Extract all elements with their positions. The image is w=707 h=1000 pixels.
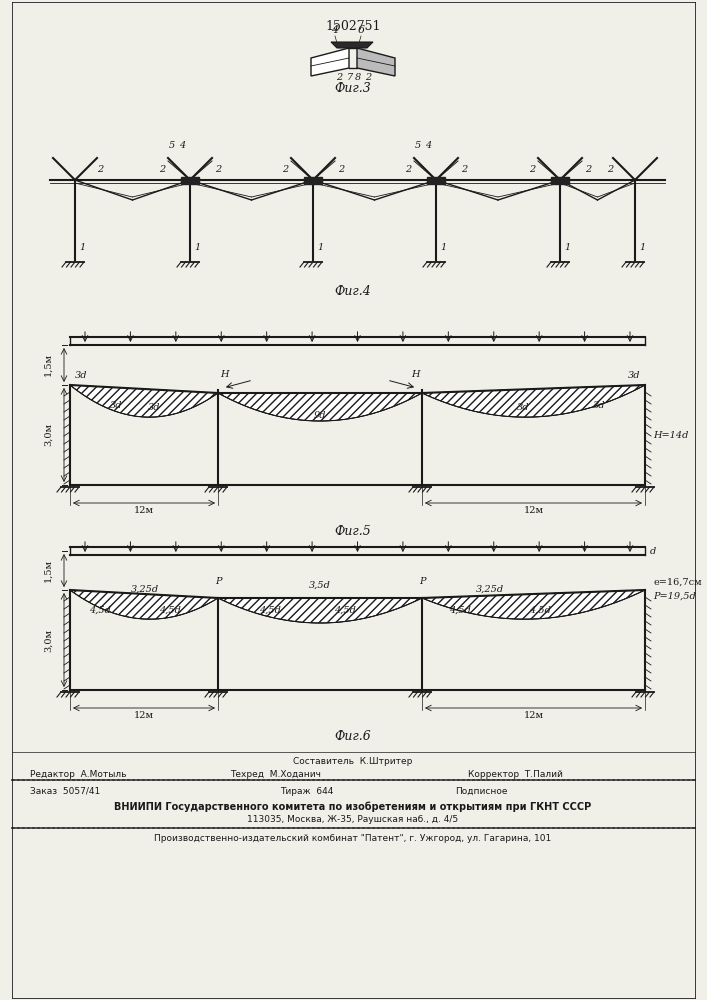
Text: Фиг.5: Фиг.5 [334, 525, 371, 538]
Text: 7: 7 [347, 73, 353, 82]
Text: H: H [220, 370, 228, 379]
Text: 1: 1 [639, 243, 645, 252]
Text: 3,5d: 3,5d [309, 581, 331, 590]
Polygon shape [218, 393, 422, 421]
Text: 1: 1 [194, 243, 200, 252]
Text: 5: 5 [169, 141, 175, 150]
Text: Фиг.6: Фиг.6 [334, 730, 371, 743]
Text: Составитель  К.Штритер: Составитель К.Штритер [293, 757, 413, 766]
Text: 12м: 12м [523, 711, 544, 720]
Text: 4: 4 [179, 141, 185, 150]
Text: 3d: 3d [75, 371, 88, 380]
Text: 2: 2 [159, 165, 165, 174]
Polygon shape [70, 590, 218, 619]
Text: 8: 8 [355, 73, 361, 82]
Text: Заказ  5057/41: Заказ 5057/41 [30, 787, 100, 796]
Bar [304, 177, 322, 184]
Text: 4,5d: 4,5d [159, 606, 181, 615]
Text: Производственно-издательский комбинат "Патент", г. Ужгород, ул. Гагарина, 101: Производственно-издательский комбинат "П… [154, 834, 551, 843]
Text: 5: 5 [415, 141, 421, 150]
Polygon shape [218, 598, 422, 623]
Text: 2: 2 [336, 73, 342, 82]
Text: 113035, Москва, Ж-35, Раушская наб., д. 4/5: 113035, Москва, Ж-35, Раушская наб., д. … [247, 815, 459, 824]
Bar [181, 177, 199, 184]
Text: 1,5м: 1,5м [44, 559, 52, 582]
Polygon shape [422, 385, 645, 417]
Polygon shape [422, 590, 645, 619]
Text: 2: 2 [607, 165, 613, 174]
Text: 3,0м: 3,0м [44, 424, 52, 446]
Text: 1: 1 [564, 243, 571, 252]
Text: 2: 2 [529, 165, 535, 174]
Text: Фиг.3: Фиг.3 [334, 82, 371, 95]
Text: ВНИИПИ Государственного комитета по изобретениям и открытиям при ГКНТ СССР: ВНИИПИ Государственного комитета по изоб… [115, 802, 592, 812]
Text: Корректор  Т.Палий: Корректор Т.Палий [468, 770, 563, 779]
Text: 4: 4 [425, 141, 431, 150]
Polygon shape [357, 48, 395, 76]
Text: 3,0м: 3,0м [44, 629, 52, 652]
Text: Подписное: Подписное [455, 787, 508, 796]
Text: 12м: 12м [134, 506, 154, 515]
Text: Тираж  644: Тираж 644 [280, 787, 334, 796]
Text: 1,5м: 1,5м [44, 354, 52, 376]
Text: d: d [650, 546, 656, 556]
Polygon shape [311, 48, 349, 76]
Polygon shape [70, 385, 218, 417]
Text: 2: 2 [365, 73, 371, 82]
Text: 1: 1 [440, 243, 446, 252]
Text: 2: 2 [282, 165, 288, 174]
Text: 3d: 3d [110, 401, 122, 410]
Text: 12м: 12м [134, 711, 154, 720]
Text: 3d: 3d [518, 403, 530, 412]
Text: 2: 2 [338, 165, 344, 174]
Text: P: P [419, 577, 425, 586]
Text: 4,5d: 4,5d [529, 606, 551, 615]
Text: 1: 1 [79, 243, 86, 252]
Text: 2: 2 [215, 165, 221, 174]
Text: 9d: 9d [314, 411, 326, 420]
Text: 4,5d: 4,5d [449, 606, 471, 615]
Polygon shape [331, 42, 373, 48]
Text: 2: 2 [405, 165, 411, 174]
Text: Редактор  А.Мотыль: Редактор А.Мотыль [30, 770, 127, 779]
Text: P=19,5d: P=19,5d [653, 591, 696, 600]
Text: Фиг.4: Фиг.4 [334, 285, 371, 298]
Text: H=14d: H=14d [653, 430, 689, 440]
Text: 4,5d: 4,5d [334, 606, 356, 615]
Text: 6: 6 [358, 25, 365, 35]
Text: 3d: 3d [148, 403, 160, 412]
Text: 12м: 12м [523, 506, 544, 515]
Text: 1: 1 [317, 243, 323, 252]
Text: e=16,7см: e=16,7см [653, 578, 701, 586]
Text: P: P [215, 577, 221, 586]
Bar [427, 177, 445, 184]
Text: 4,5d: 4,5d [259, 606, 281, 615]
Text: 2: 2 [585, 165, 591, 174]
Text: 1502751: 1502751 [325, 20, 381, 33]
Text: 2: 2 [461, 165, 467, 174]
Text: 4,5d: 4,5d [89, 606, 111, 615]
Text: H: H [411, 370, 420, 379]
Bar [551, 177, 569, 184]
Text: 3,25d: 3,25d [131, 585, 159, 594]
Text: 3d: 3d [628, 371, 640, 380]
Text: 3d: 3d [592, 401, 605, 410]
Text: 3,25d: 3,25d [476, 585, 504, 594]
Text: 4: 4 [332, 25, 339, 35]
Text: Техред  М.Ходанич: Техред М.Ходанич [230, 770, 321, 779]
Text: 2: 2 [97, 165, 103, 174]
